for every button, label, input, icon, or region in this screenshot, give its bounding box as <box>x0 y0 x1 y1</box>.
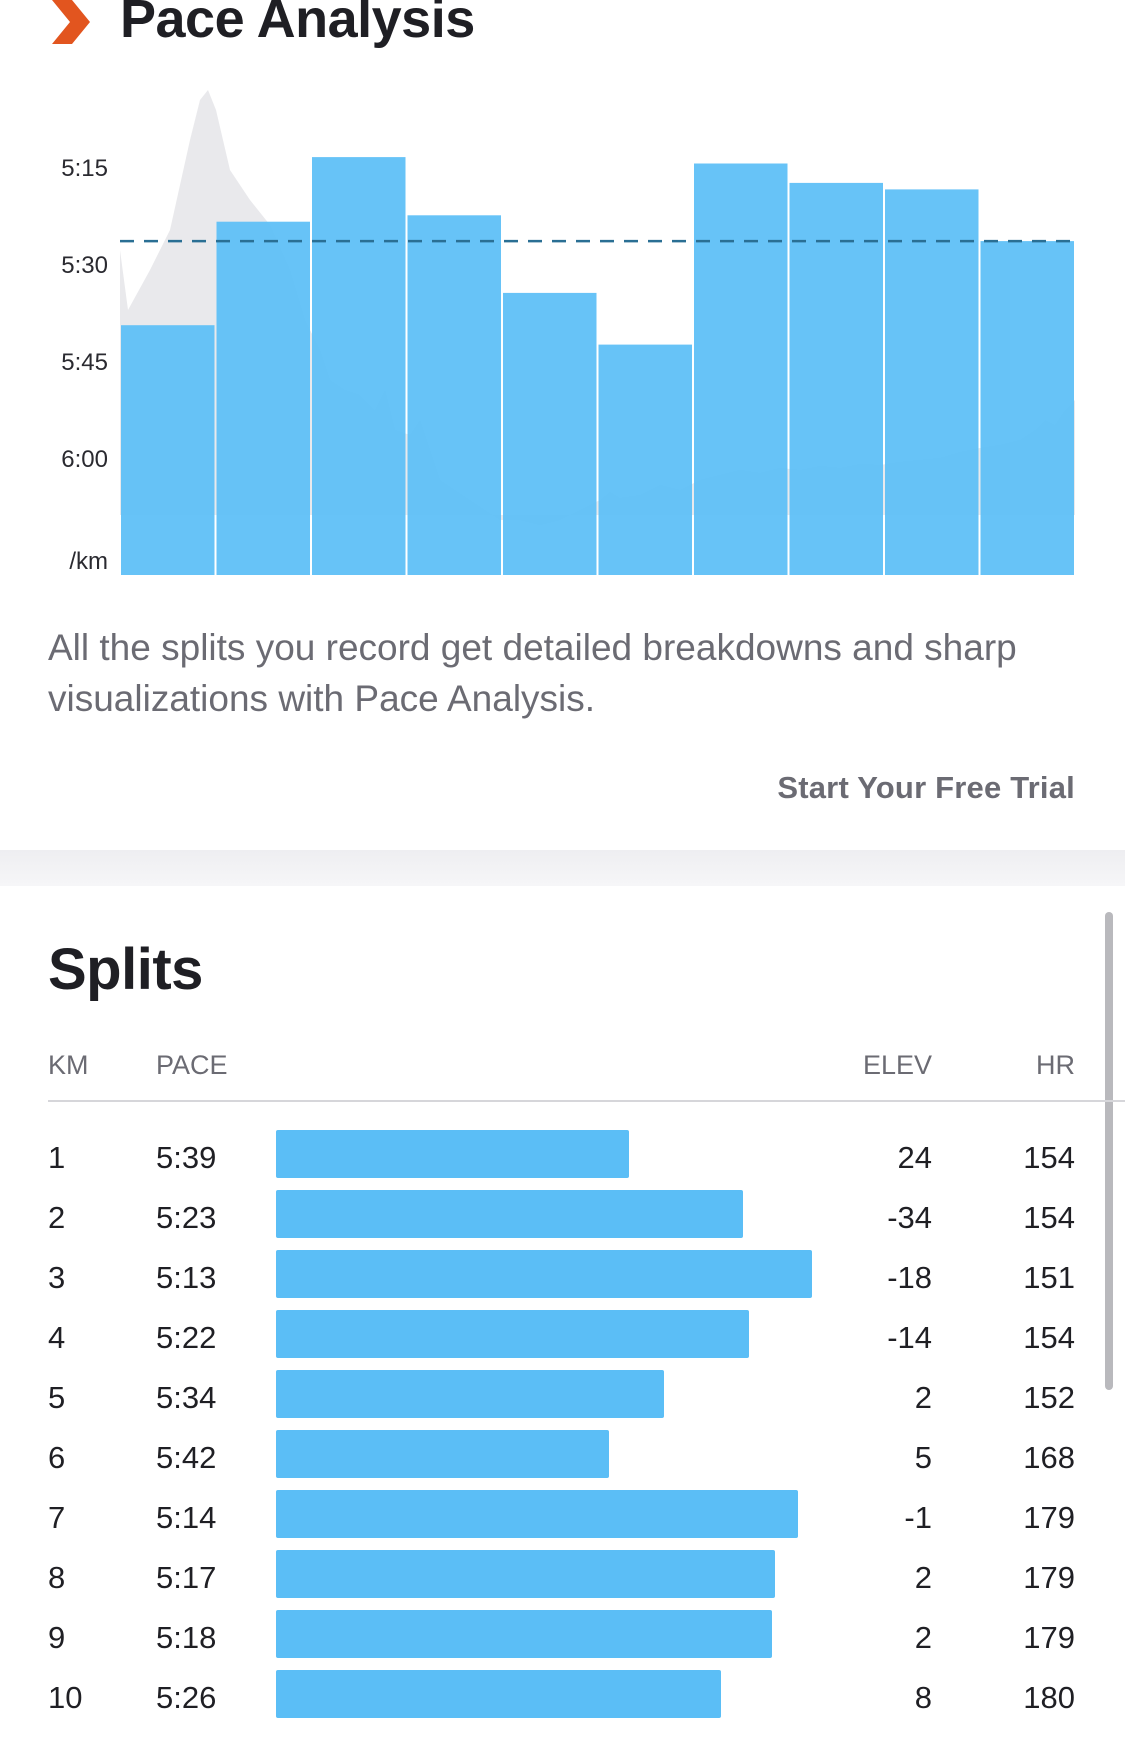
split-row: 2 5:23 -34 154 <box>0 1190 1125 1250</box>
col-header-hr: HR <box>1036 1050 1075 1080</box>
split-km: 1 <box>48 1140 66 1175</box>
scrollbar[interactable] <box>1105 912 1113 1390</box>
split-hr: 154 <box>1023 1200 1075 1235</box>
col-header-elev: ELEV <box>862 1050 932 1080</box>
split-row: 7 5:14 -1 179 <box>0 1490 1125 1550</box>
header-divider <box>48 1100 1125 1102</box>
split-elev: 8 <box>914 1680 932 1715</box>
split-elev: 2 <box>914 1560 932 1595</box>
split-row: 6 5:42 5 168 <box>0 1430 1125 1490</box>
pace-bar <box>216 221 310 575</box>
col-header-pace: PACE <box>156 1050 228 1080</box>
split-pace: 5:42 <box>156 1440 217 1475</box>
split-row: 10 5:26 8 180 <box>0 1670 1125 1730</box>
split-km: 6 <box>48 1440 66 1475</box>
split-hr: 179 <box>1023 1620 1075 1655</box>
split-elev: 2 <box>914 1380 932 1415</box>
split-pace: 5:14 <box>156 1500 217 1535</box>
y-tick-label: 5:30 <box>61 252 108 279</box>
split-pace-bar <box>276 1130 629 1178</box>
split-hr: 151 <box>1023 1260 1075 1295</box>
split-pace: 5:34 <box>156 1380 217 1415</box>
split-pace: 5:17 <box>156 1560 217 1595</box>
split-km: 3 <box>48 1260 66 1295</box>
split-elev: -18 <box>887 1260 932 1295</box>
split-pace-bar <box>276 1310 749 1358</box>
split-hr: 179 <box>1023 1560 1075 1595</box>
split-km: 7 <box>48 1500 66 1535</box>
split-pace-bar <box>276 1250 812 1298</box>
split-hr: 179 <box>1023 1500 1075 1535</box>
split-hr: 154 <box>1023 1140 1075 1175</box>
split-pace: 5:22 <box>156 1320 217 1355</box>
section-divider <box>0 850 1125 886</box>
split-km: 10 <box>48 1680 83 1715</box>
page-title: Pace Analysis <box>120 0 475 49</box>
split-row: 1 5:39 24 154 <box>0 1130 1125 1190</box>
pace-analysis-header: Pace Analysis <box>0 0 1125 70</box>
pace-bar <box>598 344 692 575</box>
y-tick-label: 6:00 <box>61 446 108 473</box>
pace-bar <box>407 215 501 576</box>
y-unit-label: /km <box>69 548 108 575</box>
split-elev: -14 <box>887 1320 932 1355</box>
split-pace-bar <box>276 1670 721 1718</box>
split-km: 5 <box>48 1380 66 1415</box>
pace-chart-svg <box>120 90 1075 576</box>
split-pace: 5:26 <box>156 1680 217 1715</box>
chevron-right-icon <box>52 0 90 44</box>
split-hr: 154 <box>1023 1320 1075 1355</box>
split-hr: 152 <box>1023 1380 1075 1415</box>
pace-bar <box>121 325 215 575</box>
pace-bar <box>503 292 597 575</box>
col-header-km: KM <box>48 1050 89 1080</box>
pace-bar <box>980 241 1074 575</box>
split-pace-bar <box>276 1430 609 1478</box>
split-row: 9 5:18 2 179 <box>0 1610 1125 1670</box>
description-text: All the splits you record get detailed b… <box>48 627 1017 719</box>
split-pace-bar <box>276 1190 743 1238</box>
split-elev: 24 <box>897 1140 932 1175</box>
split-row: 3 5:13 -18 151 <box>0 1250 1125 1310</box>
pace-bar <box>885 189 979 575</box>
split-km: 9 <box>48 1620 66 1655</box>
split-km: 2 <box>48 1200 66 1235</box>
y-tick-label: 5:15 <box>61 155 108 182</box>
split-pace-bar <box>276 1550 775 1598</box>
split-pace-bar <box>276 1370 664 1418</box>
split-pace: 5:23 <box>156 1200 217 1235</box>
y-tick-label: 5:45 <box>61 349 108 376</box>
split-elev: -34 <box>887 1200 932 1235</box>
split-pace-bar <box>276 1610 772 1658</box>
split-row: 8 5:17 2 179 <box>0 1550 1125 1610</box>
pace-bar <box>694 163 788 575</box>
pace-chart: 5:15 5:30 5:45 6:00/km <box>0 80 1125 600</box>
split-hr: 168 <box>1023 1440 1075 1475</box>
split-elev: 2 <box>914 1620 932 1655</box>
split-row: 4 5:22 -14 154 <box>0 1310 1125 1370</box>
split-elev: -1 <box>904 1500 932 1535</box>
split-km: 8 <box>48 1560 66 1595</box>
split-elev: 5 <box>914 1440 932 1475</box>
split-pace-bar <box>276 1490 798 1538</box>
split-pace: 5:13 <box>156 1260 217 1295</box>
split-row: 5 5:34 2 152 <box>0 1370 1125 1430</box>
split-pace: 5:18 <box>156 1620 217 1655</box>
split-hr: 180 <box>1023 1680 1075 1715</box>
pace-bar <box>312 157 406 575</box>
splits-title: Splits <box>48 937 203 1002</box>
split-km: 4 <box>48 1320 66 1355</box>
pace-bar <box>789 182 883 575</box>
start-free-trial-link[interactable]: Start Your Free Trial <box>777 770 1075 805</box>
split-pace: 5:39 <box>156 1140 217 1175</box>
